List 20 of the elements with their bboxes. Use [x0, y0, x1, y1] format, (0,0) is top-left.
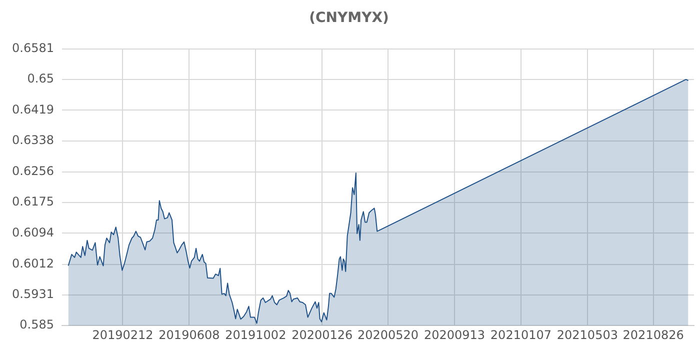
x-tick-label: 20200913 [424, 328, 486, 342]
x-tick-label: 20190212 [92, 328, 154, 342]
y-tick-label: 0.65 [27, 72, 54, 86]
y-tick-label: 0.585 [20, 318, 54, 332]
y-tick-label: 0.6419 [12, 102, 54, 116]
x-tick-label: 20210503 [556, 328, 618, 342]
y-tick-label: 0.6256 [12, 164, 54, 178]
chart-title: (CNYMYX) [309, 10, 389, 26]
y-tick-label: 0.6175 [12, 194, 54, 209]
x-tick-label: 20200126 [292, 328, 353, 342]
y-tick-label: 0.6581 [12, 40, 54, 55]
y-tick-label: 0.6338 [12, 132, 54, 147]
x-tick-label: 20210826 [622, 328, 684, 342]
y-tick-label: 0.5931 [12, 287, 54, 302]
y-tick-label: 0.6012 [12, 256, 54, 270]
x-tick-label: 20200520 [357, 328, 419, 342]
x-tick-label: 20191002 [225, 328, 286, 342]
x-tick-label: 20190608 [158, 328, 220, 342]
y-tick-label: 0.6094 [12, 225, 54, 240]
x-tick-label: 20210107 [490, 328, 552, 342]
